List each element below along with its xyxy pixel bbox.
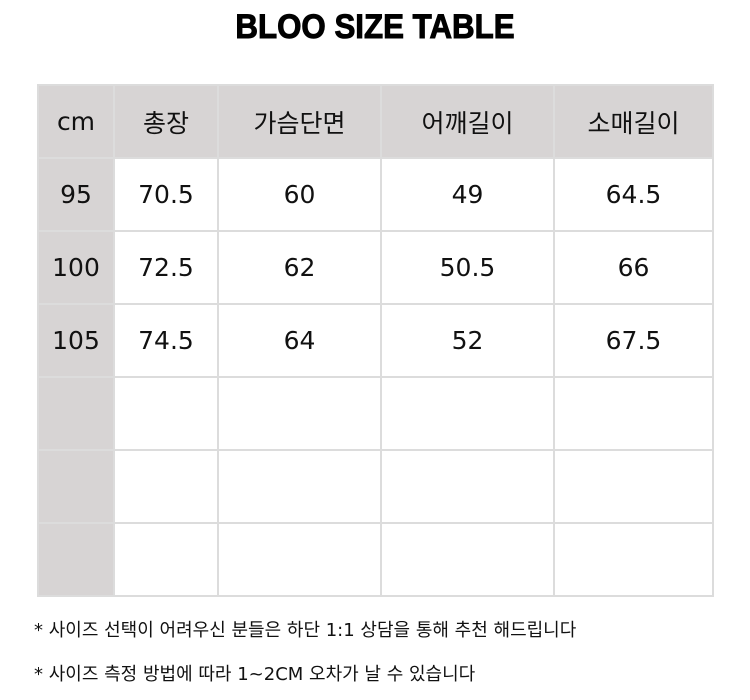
size-table: cm 총장 가슴단면 어깨길이 소매길이 95 70.5 60 49 64.5 100 72.5 62… xyxy=(37,84,714,597)
table-cell xyxy=(217,376,382,451)
column-header: 어깨길이 xyxy=(380,84,555,159)
table-row xyxy=(37,449,714,524)
table-cell: 72.5 xyxy=(113,230,219,305)
column-header: 소매길이 xyxy=(553,84,714,159)
size-cell xyxy=(37,522,115,597)
table-cell xyxy=(380,522,555,597)
table-row: 105 74.5 64 52 67.5 xyxy=(37,303,714,378)
size-cell: 95 xyxy=(37,157,115,232)
table-cell: 67.5 xyxy=(553,303,714,378)
column-header: 가슴단면 xyxy=(217,84,382,159)
note-size-consultation: * 사이즈 선택이 어려우신 분들은 하단 1:1 상담을 통해 추천 해드립니… xyxy=(34,620,577,641)
column-header: 총장 xyxy=(113,84,219,159)
table-cell: 62 xyxy=(217,230,382,305)
table-cell: 70.5 xyxy=(113,157,219,232)
table-cell xyxy=(113,376,219,451)
table-header-row: cm 총장 가슴단면 어깨길이 소매길이 xyxy=(37,84,714,159)
table-cell: 64.5 xyxy=(553,157,714,232)
table-row: 95 70.5 60 49 64.5 xyxy=(37,157,714,232)
note-measurement-error: * 사이즈 측정 방법에 따라 1~2CM 오차가 날 수 있습니다 xyxy=(34,664,476,685)
table-cell xyxy=(380,376,555,451)
table-cell xyxy=(380,449,555,524)
size-cell xyxy=(37,449,115,524)
table-cell: 74.5 xyxy=(113,303,219,378)
table-row xyxy=(37,376,714,451)
table-cell xyxy=(217,522,382,597)
table-cell xyxy=(217,449,382,524)
size-cell: 100 xyxy=(37,230,115,305)
table-row: 100 72.5 62 50.5 66 xyxy=(37,230,714,305)
table-cell xyxy=(553,522,714,597)
table-cell: 64 xyxy=(217,303,382,378)
column-header: cm xyxy=(37,84,115,159)
table-cell: 52 xyxy=(380,303,555,378)
table-cell: 66 xyxy=(553,230,714,305)
table-cell xyxy=(553,376,714,451)
table-row xyxy=(37,522,714,597)
table-cell xyxy=(553,449,714,524)
table-cell xyxy=(113,449,219,524)
table-cell: 60 xyxy=(217,157,382,232)
size-cell xyxy=(37,376,115,451)
table-cell: 49 xyxy=(380,157,555,232)
size-cell: 105 xyxy=(37,303,115,378)
table-cell xyxy=(113,522,219,597)
page-title: BLOO SIZE TABLE xyxy=(235,8,515,47)
table-cell: 50.5 xyxy=(380,230,555,305)
